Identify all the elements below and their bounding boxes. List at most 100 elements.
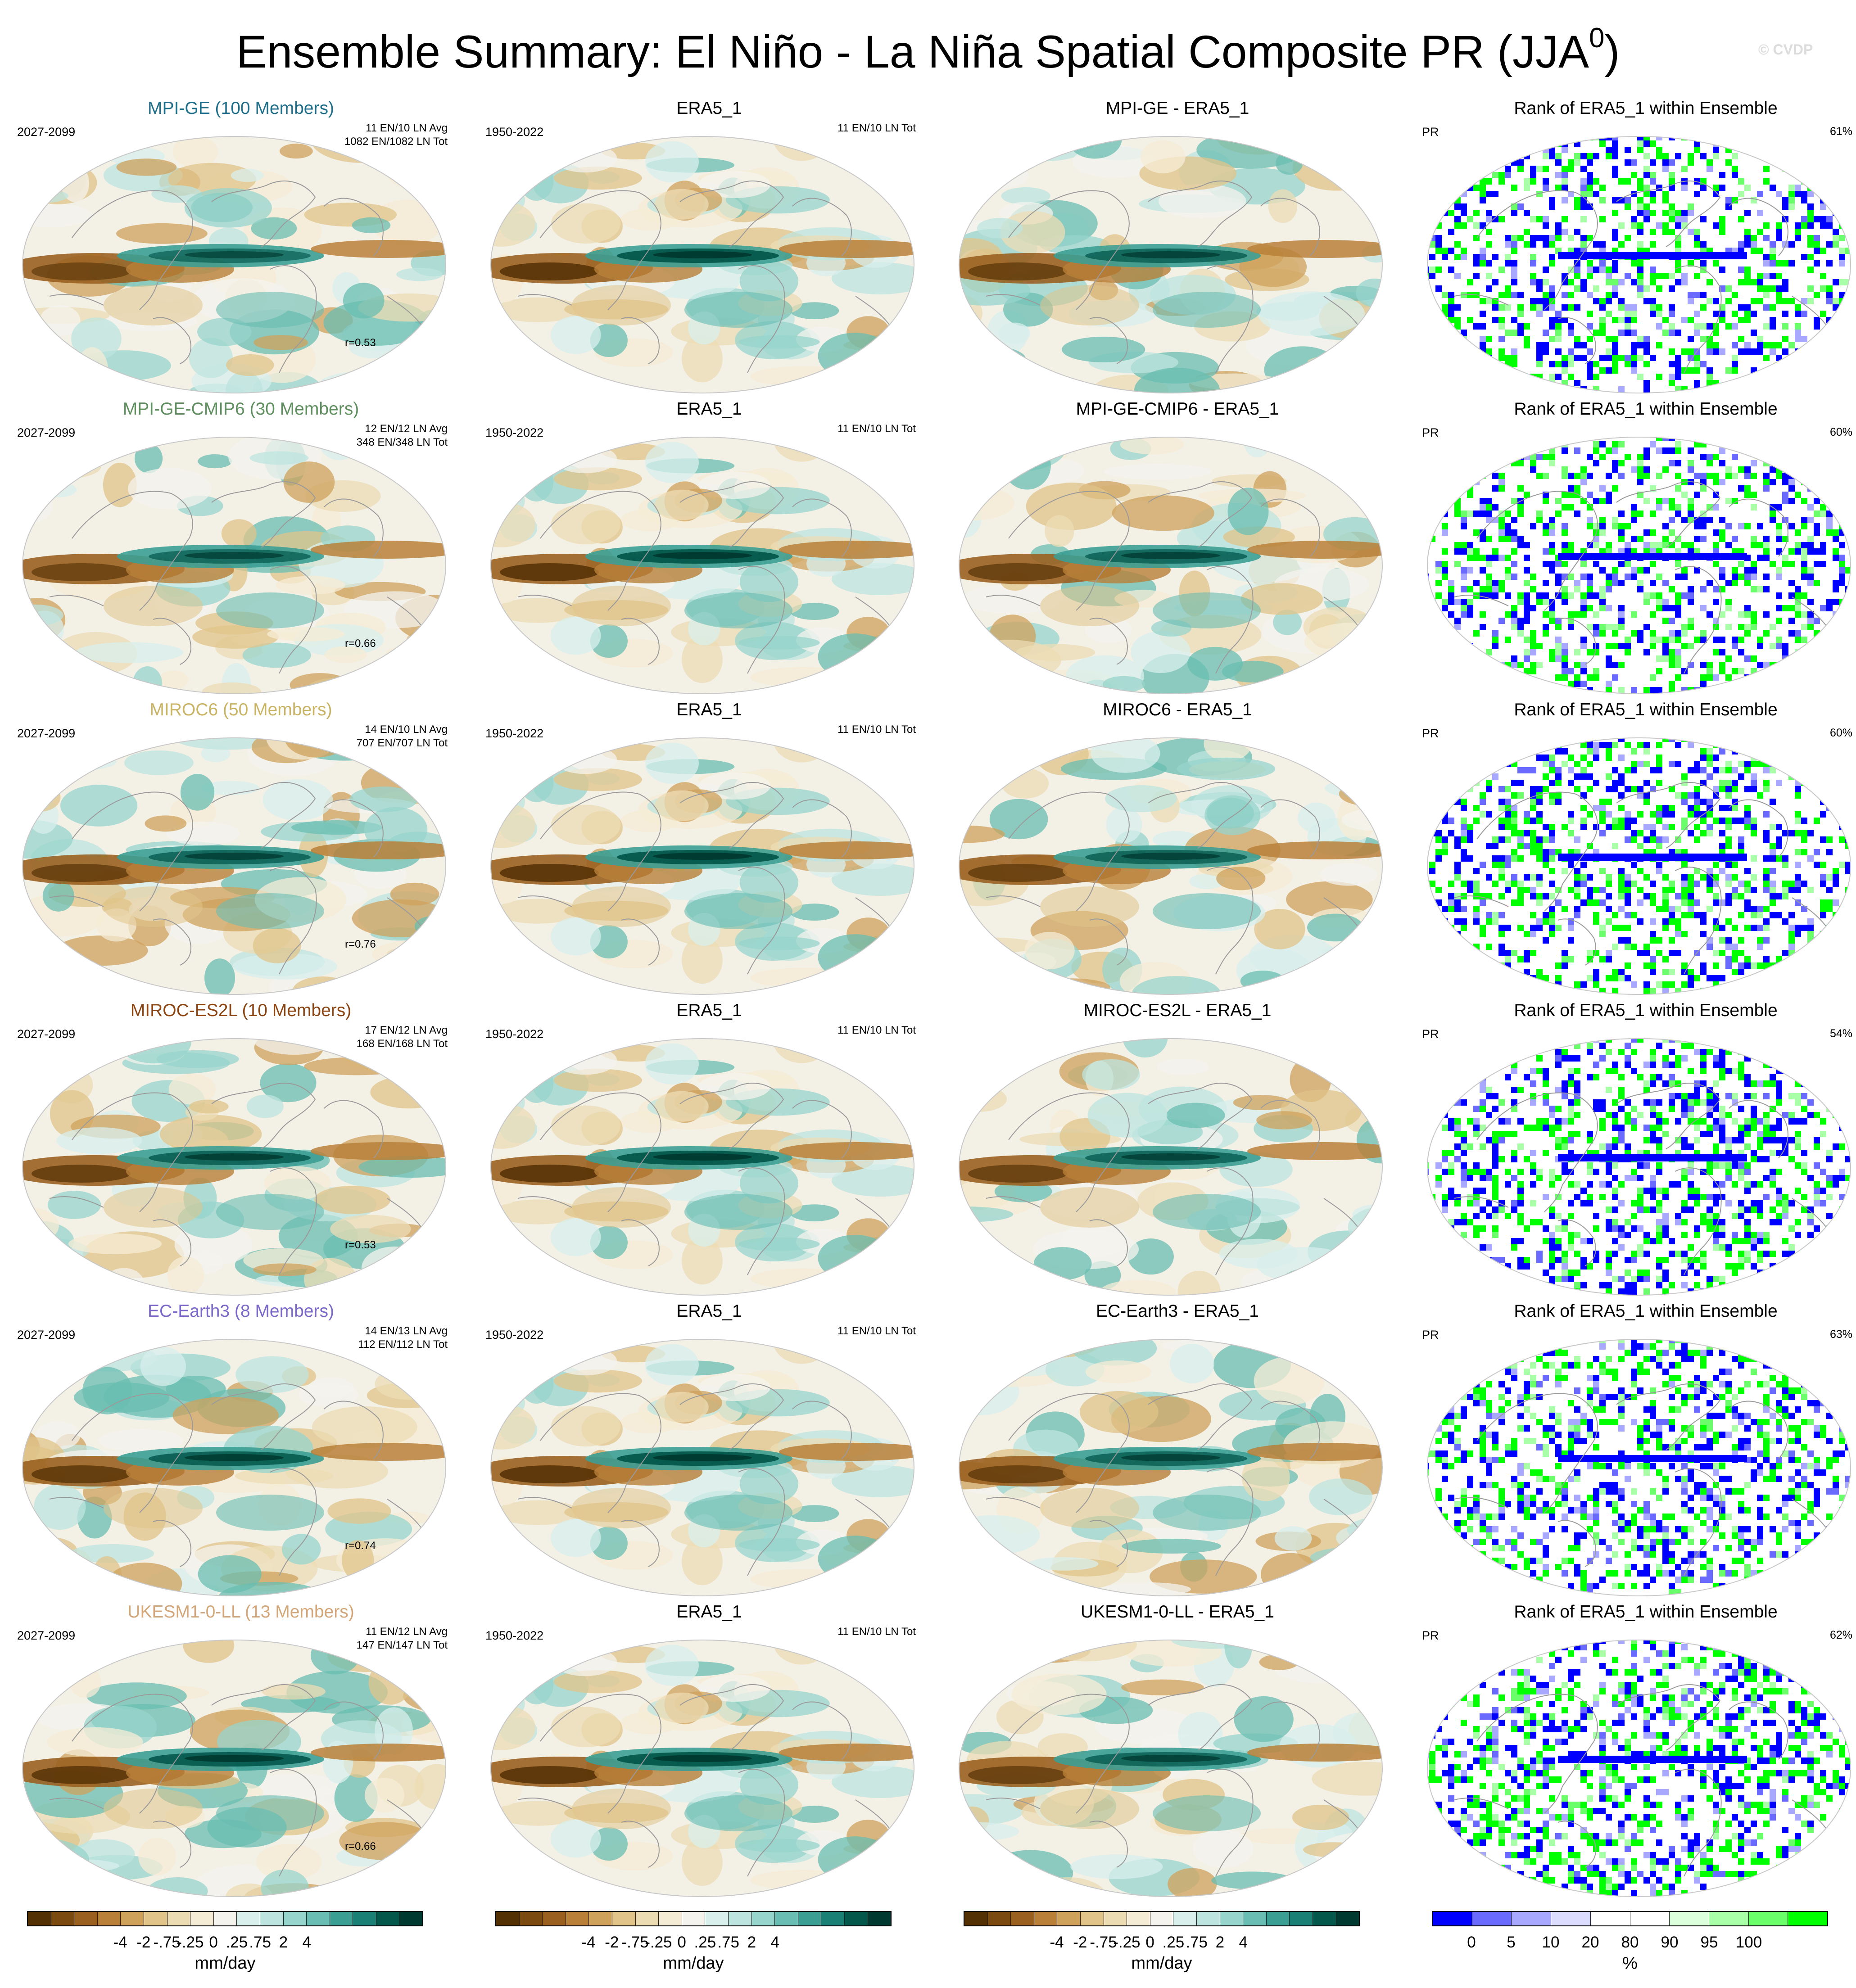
rank-field — [1427, 1039, 1851, 1295]
model-panel: MPI-GE (100 Members) 2027-2099 11 EN/10 LN… — [9, 90, 473, 393]
colorbar-cell — [283, 1912, 307, 1925]
colorbar-cell — [844, 1912, 868, 1925]
colorbar-cell — [987, 1912, 1011, 1925]
model-composite-map — [22, 136, 446, 393]
rank-percent: 60% — [1829, 426, 1852, 438]
diff-panel: MPI-GE-CMIP6 - ERA5_1 — [946, 391, 1409, 694]
colorbar-tick-label: -2 — [605, 1934, 619, 1951]
rank-variable: PR — [1422, 1629, 1439, 1642]
colorbar-cell — [307, 1912, 330, 1925]
diff-panel: EC-Earth3 - ERA5_1 — [946, 1293, 1409, 1596]
colorbar-cell — [1630, 1912, 1670, 1925]
model-counts-avg: 14 EN/10 LN Avg — [365, 723, 448, 736]
map-field — [959, 738, 1382, 994]
model-counts: 11 EN/12 LN Avg 147 EN/147 LN Tot — [357, 1625, 448, 1652]
colorbar-cell — [1336, 1912, 1359, 1925]
colorbar-cell — [353, 1912, 376, 1925]
colorbar-cell — [237, 1912, 260, 1925]
colorbar-tick-label: 90 — [1661, 1934, 1679, 1951]
obs-counts: 11 EN/10 LN Tot — [837, 1325, 916, 1337]
colorbar-tick-label: .25 — [226, 1934, 248, 1951]
colorbar-cell — [1150, 1912, 1174, 1925]
obs-composite-map — [490, 1038, 914, 1296]
obs-panel: ERA5_1 1950-2022 11 EN/10 LN Tot — [477, 992, 941, 1296]
rank-panel: Rank of ERA5_1 within Ensemble PR 63% — [1414, 1293, 1856, 1596]
obs-counts: 11 EN/10 LN Tot — [837, 723, 916, 736]
rank-field — [1427, 437, 1851, 694]
rank-map — [1427, 1339, 1851, 1596]
model-counts-total: 348 EN/348 LN Tot — [356, 436, 448, 448]
model-panel-title: MIROC-ES2L (10 Members) — [130, 1001, 352, 1020]
colorbar-tick-label: -4 — [113, 1934, 127, 1951]
obs-years: 1950-2022 — [485, 1328, 544, 1342]
obs-panel-title: ERA5_1 — [676, 99, 742, 118]
map-field — [959, 1339, 1382, 1596]
pattern-correlation: r=0.53 — [345, 1239, 376, 1251]
colorbar-tick-label: 10 — [1542, 1934, 1560, 1951]
colorbar-cell — [1266, 1912, 1290, 1925]
obs-panel: ERA5_1 1950-2022 11 EN/10 LN Tot — [477, 391, 941, 694]
obs-panel: ERA5_1 1950-2022 11 EN/10 LN Tot — [477, 90, 941, 393]
model-panel: UKESM1-0-LL (13 Members) 2027-2099 11 EN/1… — [9, 1594, 473, 1897]
pattern-correlation: r=0.76 — [345, 938, 376, 950]
rank-variable: PR — [1422, 727, 1439, 740]
model-counts: 17 EN/12 LN Avg 168 EN/168 LN Tot — [357, 1024, 448, 1051]
obs-panel-title: ERA5_1 — [676, 1301, 742, 1321]
map-field — [959, 136, 1382, 393]
colorbar-cell — [868, 1912, 891, 1925]
obs-counts: 11 EN/10 LN Tot — [837, 1024, 916, 1036]
difference-map — [959, 1640, 1383, 1897]
colorbar-diff: -4 -2 -.75 -.25 0 .25.75 2 4 mm/day — [964, 1911, 1360, 1973]
colorbar-cell — [1290, 1912, 1313, 1925]
map-field — [491, 1039, 914, 1295]
colorbar-tick-label: -.75 — [621, 1934, 649, 1951]
colorbar-cell — [728, 1912, 752, 1925]
rank-variable: PR — [1422, 125, 1439, 139]
colorbar-diff-cells — [964, 1911, 1360, 1926]
diff-panel: UKESM1-0-LL - ERA5_1 — [946, 1594, 1409, 1897]
figure-title-superscript: 0 — [1589, 23, 1605, 54]
map-field — [959, 1039, 1382, 1295]
figure-title-text: Ensemble Summary: El Niño - La Niña Spat… — [236, 26, 1589, 77]
colorbar-cell — [213, 1912, 237, 1925]
model-counts-total: 707 EN/707 LN Tot — [356, 737, 448, 749]
colorbar-tick-label: 0 — [1467, 1934, 1476, 1951]
obs-panel-title: ERA5_1 — [676, 399, 742, 419]
model-composite-map — [22, 1640, 446, 1897]
model-counts-avg: 12 EN/12 LN Avg — [365, 423, 448, 435]
obs-counts: 11 EN/10 LN Tot — [837, 122, 916, 134]
diff-panel-title: MPI-GE-CMIP6 - ERA5_1 — [1076, 399, 1279, 419]
map-field — [491, 136, 914, 393]
colorbar-cell — [1512, 1912, 1552, 1925]
diff-panel-title: EC-Earth3 - ERA5_1 — [1096, 1301, 1259, 1321]
model-counts-avg: 11 EN/10 LN Avg — [366, 122, 448, 134]
obs-composite-map — [490, 437, 914, 694]
colorbar-cell — [589, 1912, 612, 1925]
map-field — [23, 1339, 446, 1596]
colorbar-obs-unit: mm/day — [663, 1954, 724, 1973]
model-counts-total: 168 EN/168 LN Tot — [356, 1038, 448, 1050]
rank-field — [1427, 1339, 1851, 1596]
colorbar-tick-label: 0 — [1145, 1934, 1154, 1951]
colorbar-cell — [376, 1912, 400, 1925]
colorbar-tick-label: -4 — [581, 1934, 596, 1951]
obs-counts: 11 EN/10 LN Tot — [837, 1626, 916, 1638]
model-composite-map — [22, 437, 446, 694]
model-counts-avg: 11 EN/12 LN Avg — [366, 1626, 448, 1638]
colorbar-cell — [612, 1912, 636, 1925]
rank-panel: Rank of ERA5_1 within Ensemble PR 54% — [1414, 992, 1856, 1296]
colorbar-cell — [682, 1912, 706, 1925]
colorbar-cell — [330, 1912, 353, 1925]
pattern-correlation: r=0.74 — [345, 1540, 376, 1552]
model-counts-total: 147 EN/147 LN Tot — [356, 1639, 448, 1651]
model-panel-title: UKESM1-0-LL (13 Members) — [127, 1602, 354, 1622]
cvdp-credit: © CVDP — [1758, 41, 1813, 58]
colorbar-cell — [1788, 1912, 1828, 1925]
rank-variable: PR — [1422, 426, 1439, 439]
obs-composite-map — [490, 1640, 914, 1897]
rank-field — [1427, 738, 1851, 994]
colorbar-cell — [1034, 1912, 1058, 1925]
model-counts: 14 EN/13 LN Avg 112 EN/112 LN Tot — [358, 1324, 448, 1351]
obs-years: 1950-2022 — [485, 727, 544, 740]
colorbar-cell — [28, 1912, 51, 1925]
